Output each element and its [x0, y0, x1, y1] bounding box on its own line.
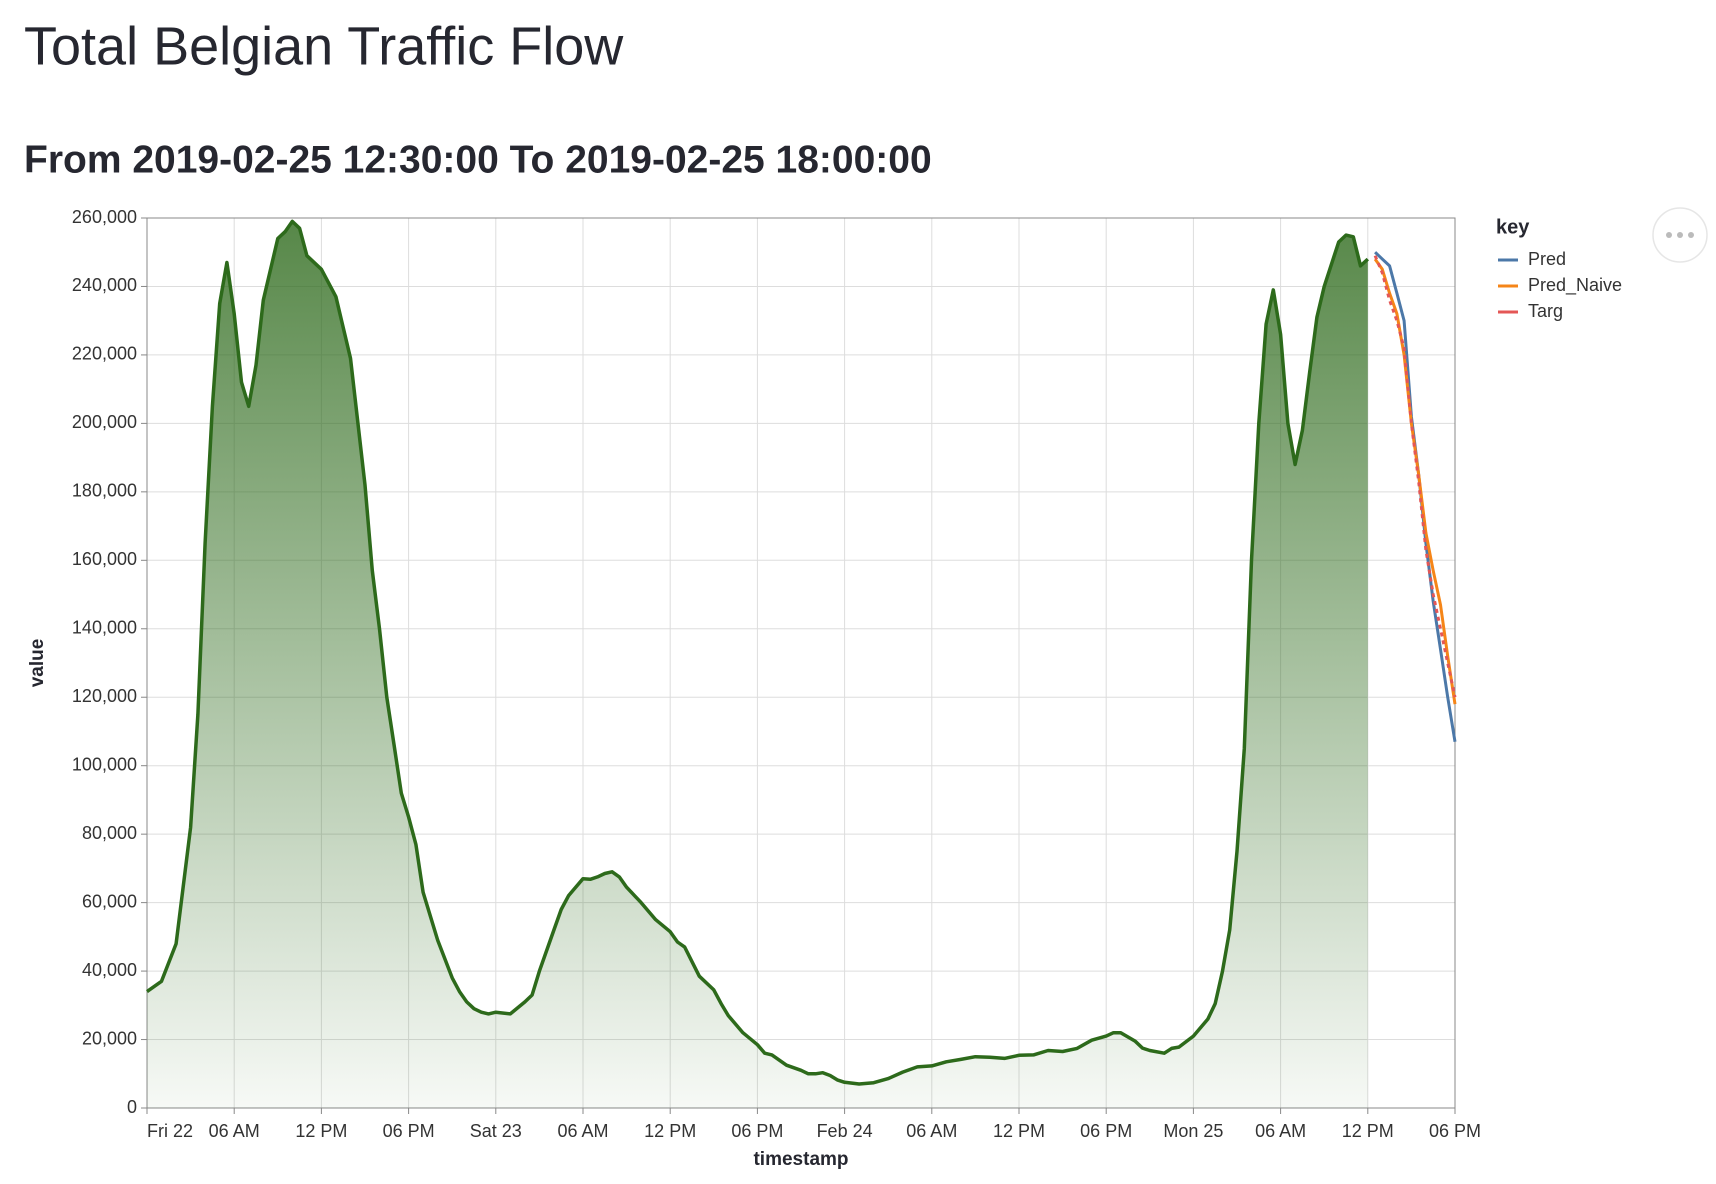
x-tick-label: Fri 22: [147, 1121, 193, 1141]
legend-label: Pred: [1528, 249, 1566, 269]
legend-title: key: [1496, 216, 1530, 238]
y-tick-label: 140,000: [72, 618, 137, 638]
x-tick-label: 12 PM: [993, 1121, 1045, 1141]
x-tick-label: 12 PM: [644, 1121, 696, 1141]
chart-title: Total Belgian Traffic Flow: [24, 16, 624, 76]
x-tick-label: 06 AM: [1255, 1121, 1306, 1141]
line: [1373, 255, 1457, 698]
x-tick-label: Feb 24: [817, 1121, 873, 1141]
menu-dot[interactable]: [1666, 232, 1672, 238]
x-tick-label: 06 PM: [1429, 1121, 1481, 1141]
x-tick-label: 06 PM: [1080, 1121, 1132, 1141]
chart-subtitle: From 2019-02-25 12:30:00 To 2019-02-25 1…: [24, 138, 932, 181]
y-tick-label: 120,000: [72, 686, 137, 706]
x-tick-label: Mon 25: [1163, 1121, 1223, 1141]
area: [147, 221, 1368, 1108]
y-tick-label: 180,000: [72, 481, 137, 501]
y-tick-label: 260,000: [72, 207, 137, 227]
menu-dot[interactable]: [1677, 232, 1683, 238]
y-axis-label: value: [27, 639, 48, 688]
x-tick-label: 06 AM: [906, 1121, 957, 1141]
x-tick-label: 12 PM: [1342, 1121, 1394, 1141]
x-tick-label: 12 PM: [295, 1121, 347, 1141]
x-tick-label: 06 PM: [383, 1121, 435, 1141]
y-tick-label: 40,000: [82, 960, 137, 980]
x-tick-label: 06 AM: [209, 1121, 260, 1141]
x-tick-label: Sat 23: [470, 1121, 522, 1141]
y-tick-label: 100,000: [72, 754, 137, 774]
y-tick-label: 240,000: [72, 275, 137, 295]
y-tick-label: 80,000: [82, 823, 137, 843]
legend-label: Pred_Naive: [1528, 275, 1622, 296]
x-tick-label: 06 PM: [731, 1121, 783, 1141]
y-tick-label: 60,000: [82, 891, 137, 911]
y-tick-label: 220,000: [72, 344, 137, 364]
x-axis-label: timestamp: [753, 1149, 848, 1170]
line: [1373, 258, 1457, 705]
legend-label: Targ: [1528, 301, 1563, 321]
menu-dot[interactable]: [1688, 232, 1694, 238]
line: [145, 219, 1369, 1086]
y-tick-label: 0: [127, 1097, 137, 1117]
y-tick-label: 20,000: [82, 1028, 137, 1048]
line: [1374, 251, 1457, 742]
y-tick-label: 200,000: [72, 412, 137, 432]
x-tick-label: 06 AM: [557, 1121, 608, 1141]
y-tick-label: 160,000: [72, 549, 137, 569]
menu-button[interactable]: [1652, 207, 1708, 263]
